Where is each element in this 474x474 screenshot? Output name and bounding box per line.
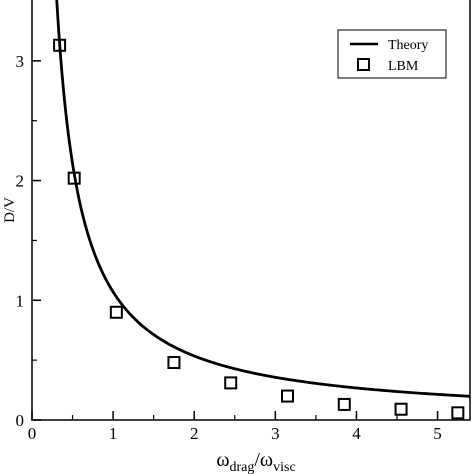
lbm-point bbox=[109, 305, 123, 319]
x-tick-label: 4 bbox=[352, 424, 361, 443]
lbm-point bbox=[53, 38, 67, 52]
y-tick-label: 0 bbox=[16, 411, 25, 430]
lbm-point bbox=[281, 389, 294, 403]
x-tick-label: 0 bbox=[28, 424, 37, 443]
x-tick-label: 3 bbox=[271, 424, 280, 443]
lbm-point bbox=[394, 402, 408, 416]
legend-box bbox=[337, 29, 447, 79]
legend-lbm-swatch bbox=[357, 58, 370, 71]
x-label-omega: ω bbox=[216, 449, 229, 471]
y-tick-label: 1 bbox=[16, 291, 25, 310]
lbm-point bbox=[224, 376, 238, 390]
lbm-point bbox=[451, 406, 465, 420]
x-tick-label: 1 bbox=[109, 424, 118, 443]
x-tick-label: 5 bbox=[433, 424, 442, 443]
x-label-separator: /ω bbox=[254, 449, 273, 471]
x-tick-label: 2 bbox=[190, 424, 199, 443]
plot-frame bbox=[31, 0, 471, 421]
legend-lbm-label: LBM bbox=[388, 59, 419, 74]
series-layer bbox=[53, 0, 470, 420]
lbm-point bbox=[167, 356, 181, 370]
x-axis-label: ωdrag/ωvisc bbox=[216, 449, 295, 474]
y-tick-label: 3 bbox=[16, 52, 25, 71]
legend-theory-label: Theory bbox=[388, 38, 428, 53]
x-label-sub-visc: visc bbox=[273, 460, 296, 474]
lbm-point bbox=[67, 171, 81, 185]
x-label-sub-drag: drag bbox=[229, 460, 254, 474]
y-tick-label: 2 bbox=[16, 172, 25, 191]
y-axis-label: D/V bbox=[2, 197, 18, 223]
x-axis: 0 1 2 3 4 5 bbox=[28, 411, 442, 443]
legend: Theory LBM bbox=[337, 29, 447, 79]
theory-line bbox=[55, 0, 470, 398]
lbm-point bbox=[337, 397, 351, 411]
y-axis: 0 1 2 3 bbox=[16, 52, 41, 430]
